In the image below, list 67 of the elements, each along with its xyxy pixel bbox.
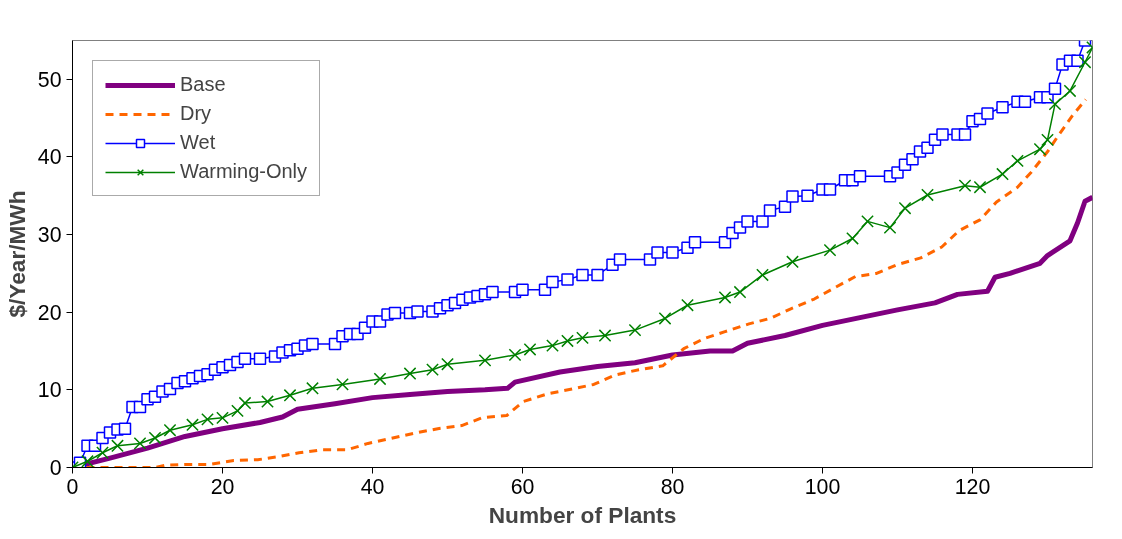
y-tick-label: 0: [49, 456, 62, 480]
point: [1063, 84, 1077, 98]
x-tick-label: 100: [804, 474, 841, 499]
y-tick-label: 20: [37, 300, 62, 325]
x-tick-label: 80: [660, 474, 685, 499]
point: [1033, 142, 1047, 156]
point: [756, 268, 769, 282]
point: [1078, 55, 1092, 69]
point: [238, 396, 252, 410]
point: [786, 255, 799, 269]
point: [561, 334, 574, 348]
point: [283, 388, 297, 402]
y-tick-label: 40: [37, 145, 62, 170]
y-tick-label: 10: [37, 378, 62, 403]
point: [111, 439, 124, 453]
point: [1041, 133, 1054, 147]
point: [958, 179, 972, 193]
x-tick-label: 120: [954, 474, 991, 499]
point: [426, 363, 439, 377]
point: [546, 339, 559, 353]
point: [336, 378, 349, 391]
point: [576, 331, 589, 345]
point: [658, 312, 672, 325]
point: [921, 188, 934, 202]
x-tick-label: 40: [360, 474, 385, 499]
x-tick-label: 20: [210, 474, 235, 499]
point: [718, 291, 732, 304]
point: [598, 329, 612, 342]
point: [201, 412, 214, 426]
point: [973, 180, 987, 194]
point: [96, 446, 109, 460]
point: [1011, 154, 1024, 168]
point: [163, 423, 177, 437]
point: [628, 323, 642, 337]
point: [306, 381, 319, 395]
point: [1048, 97, 1062, 111]
point: [996, 167, 1009, 181]
legend-label: Base: [180, 73, 226, 96]
point: [846, 232, 859, 245]
legend-label: Warming-Only: [180, 160, 308, 183]
legend-label: Dry: [180, 102, 212, 125]
point: [186, 418, 199, 432]
legend-label: Wet: [180, 131, 216, 154]
point: [883, 221, 897, 235]
x-axis-title: Number of Plants: [488, 501, 677, 528]
point: [133, 437, 147, 450]
point: [733, 285, 747, 299]
point: [148, 431, 162, 445]
point: [681, 298, 694, 312]
point: [861, 214, 874, 228]
point: [823, 243, 837, 257]
point: [231, 404, 244, 418]
y-axis-title: $/Year/MWh: [3, 190, 30, 318]
point: [81, 454, 94, 468]
y-tick-label: 50: [37, 67, 62, 92]
point: [523, 343, 537, 356]
y-tick-label: 30: [37, 223, 62, 248]
point: [441, 357, 454, 371]
x-tick-label: 60: [510, 474, 535, 499]
point: [403, 367, 417, 380]
point: [373, 372, 387, 386]
point: [216, 411, 229, 425]
point: [508, 348, 522, 362]
point: [478, 353, 492, 367]
point: [261, 395, 274, 408]
x-tick-label: 0: [66, 474, 79, 499]
point: [898, 201, 912, 215]
